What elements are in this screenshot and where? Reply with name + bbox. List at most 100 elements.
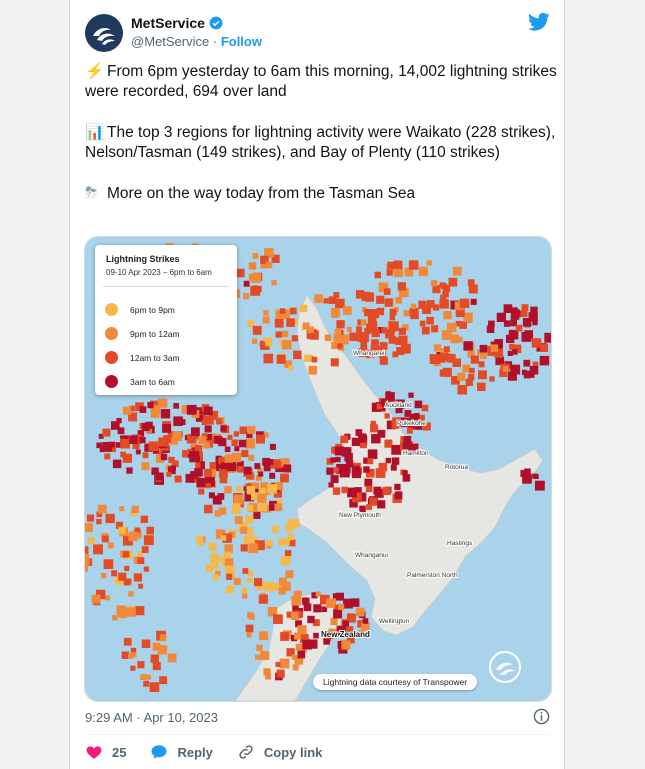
strike-cell: [377, 429, 386, 438]
info-icon[interactable]: [533, 708, 550, 725]
strike-cell: [112, 459, 122, 469]
strike-cell: [159, 676, 168, 685]
account-name-text[interactable]: MetService: [131, 15, 205, 31]
strike-cell: [236, 268, 245, 278]
strike-cell: [250, 286, 261, 296]
strike-cell: [326, 467, 334, 475]
strike-cell: [262, 316, 270, 324]
strike-cell: [426, 300, 435, 308]
strike-cell: [330, 358, 339, 367]
strike-cell: [247, 612, 254, 619]
strike-cell: [430, 280, 438, 287]
strike-cell: [286, 648, 295, 657]
strike-cell: [293, 350, 302, 360]
legend-subtitle: 09-10 Apr 2023 – 6pm to 6am: [106, 268, 212, 277]
copy-link-button[interactable]: Copy link: [237, 743, 322, 761]
strike-cell: [208, 468, 217, 478]
strike-cell: [267, 459, 274, 465]
strike-cell: [363, 457, 370, 464]
strike-cell: [254, 540, 265, 551]
strike-cell: [85, 546, 89, 554]
strike-cell: [256, 474, 262, 481]
strike-cell: [346, 327, 352, 332]
strike-cell: [240, 544, 248, 552]
strike-cell: [363, 466, 370, 473]
strike-cell: [162, 423, 172, 433]
avatar[interactable]: [85, 14, 123, 52]
strike-cell: [385, 439, 393, 447]
strike-cell: [421, 326, 430, 335]
strike-cell: [326, 458, 334, 465]
follow-button[interactable]: Follow: [220, 34, 262, 49]
strike-cell: [111, 421, 120, 430]
strike-cell: [141, 546, 149, 553]
strike-cell: [252, 338, 258, 344]
strike-cell: [480, 352, 487, 359]
strike-cell: [291, 654, 297, 660]
strike-cell: [121, 651, 130, 659]
strike-cell: [330, 457, 336, 463]
strike-cell: [346, 626, 354, 633]
strike-cell: [334, 446, 344, 456]
strike-cell: [467, 350, 475, 358]
strike-cell: [227, 434, 233, 440]
place-label: Palmerston North: [407, 572, 458, 579]
strike-cell: [465, 378, 473, 386]
strike-cell: [148, 441, 159, 451]
strike-cell: [131, 652, 137, 658]
strike-cell: [241, 449, 249, 458]
strike-cell: [524, 468, 531, 476]
strike-cell: [238, 439, 247, 448]
strike-cell: [522, 318, 532, 327]
strike-cell: [507, 371, 517, 381]
strike-cell: [510, 319, 517, 327]
strike-cell: [346, 635, 355, 644]
strike-cell: [137, 661, 145, 669]
strike-cell: [391, 420, 400, 429]
strike-cell: [195, 407, 204, 416]
strike-cell: [85, 563, 88, 572]
strike-cell: [459, 298, 470, 308]
strike-cell: [402, 324, 409, 331]
strike-cell: [194, 467, 203, 477]
strike-cell: [312, 619, 320, 627]
strike-cell: [133, 556, 141, 564]
strike-cell: [444, 346, 450, 353]
legend-item: 6pm to 9pm: [105, 303, 175, 316]
strike-cell: [208, 542, 217, 551]
strike-cell: [194, 434, 200, 440]
strike-cell: [209, 462, 216, 469]
strike-cell: [288, 365, 294, 371]
strike-cell: [101, 573, 107, 579]
strike-cell: [333, 467, 339, 473]
strike-cell: [368, 321, 378, 331]
reply-button[interactable]: Reply: [150, 743, 213, 761]
strike-cell: [422, 305, 431, 314]
strike-cell: [247, 320, 255, 327]
strike-cell: [263, 464, 271, 472]
strike-cell: [408, 392, 414, 398]
strike-cell: [391, 457, 400, 465]
strike-cell: [146, 526, 154, 535]
tweet-timestamp[interactable]: 9:29 AM · Apr 10, 2023: [85, 710, 218, 725]
strike-cell: [400, 417, 411, 428]
strike-cell: [172, 431, 182, 441]
strike-cell: [145, 674, 151, 680]
strike-cell: [147, 402, 154, 409]
strike-cell: [386, 269, 393, 276]
account-name[interactable]: MetService: [131, 15, 223, 31]
strike-cell: [377, 327, 385, 334]
strike-cell: [134, 527, 141, 533]
lightning-map-image[interactable]: Whangarei Auckland Pukekohe Hamilton Rotorua…: [84, 236, 552, 702]
strike-cell: [365, 468, 375, 478]
account-handle[interactable]: @MetService: [131, 34, 210, 49]
strike-cell: [309, 330, 319, 340]
strike-cell: [111, 570, 118, 577]
like-button[interactable]: 25: [85, 743, 126, 761]
strike-cell: [216, 436, 223, 443]
strike-cell: [361, 622, 370, 631]
twitter-bird-icon[interactable]: [528, 12, 550, 32]
strike-cell: [295, 620, 302, 628]
tweet-text: ⚡ From 6pm yesterday to 6am this morning,…: [85, 62, 557, 225]
strike-cell: [342, 620, 350, 628]
